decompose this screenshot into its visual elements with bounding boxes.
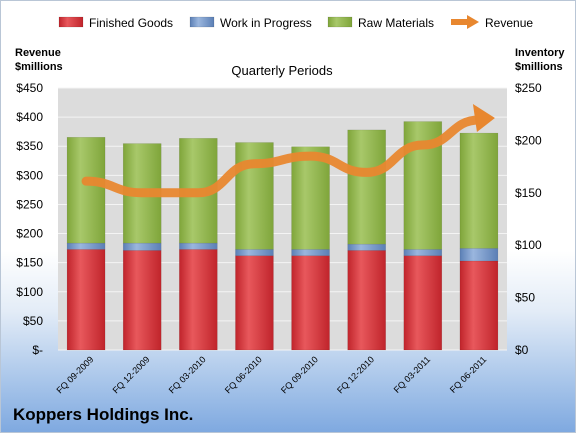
right-axis-title-line1: Inventory [515, 47, 565, 59]
left-tick-label: $100 [16, 285, 43, 299]
company-name: Koppers Holdings Inc. [13, 405, 194, 424]
legend-revenue-arrow [467, 15, 479, 29]
left-tick-label: $200 [16, 227, 43, 241]
x-tick-label: FQ 06-2010 [223, 354, 264, 395]
legend-raw-materials-swatch [327, 16, 353, 28]
left-tick-label: $50 [23, 314, 43, 328]
legend-finished-goods-label: Finished Goods [89, 16, 173, 30]
x-tick-label: FQ 12-2009 [111, 354, 152, 395]
legend-revenue-label: Revenue [485, 16, 533, 30]
bar-work-in-progress [179, 242, 218, 250]
right-tick-label: $250 [515, 81, 542, 95]
left-tick-label: $400 [16, 110, 43, 124]
left-tick-label: $150 [16, 256, 43, 270]
legend-finished-goods-swatch [58, 16, 84, 28]
bar-raw-materials [291, 146, 330, 250]
bar-finished-goods [235, 255, 274, 351]
left-tick-label: $- [32, 343, 43, 357]
x-tick-label: FQ 12-2010 [335, 354, 376, 395]
legend-work-in-progress-label: Work in Progress [220, 16, 312, 30]
x-tick-label: FQ 09-2009 [54, 354, 95, 395]
x-tick-label: FQ 03-2010 [167, 354, 208, 395]
right-tick-label: $200 [515, 133, 542, 147]
left-tick-label: $250 [16, 197, 43, 211]
bar-finished-goods [66, 249, 106, 351]
bar-work-in-progress [291, 249, 330, 256]
left-axis-title-line2: $millions [15, 61, 63, 73]
x-tick-label: FQ 09-2010 [279, 354, 320, 395]
left-axis-title-line1: Revenue [15, 47, 61, 59]
legend-work-in-progress-swatch [189, 16, 215, 28]
bar-finished-goods [291, 255, 330, 351]
bar-finished-goods [122, 250, 162, 351]
bar-finished-goods [347, 250, 386, 351]
bar-work-in-progress [459, 248, 499, 262]
x-tick-label: FQ 06-2011 [448, 354, 489, 395]
bar-raw-materials [347, 129, 386, 245]
bar-finished-goods [179, 249, 218, 351]
bar-finished-goods [459, 260, 499, 351]
revenue-line [81, 115, 484, 198]
legend-raw-materials-label: Raw Materials [358, 16, 434, 30]
bar-work-in-progress [235, 249, 274, 256]
bar-work-in-progress [347, 243, 386, 251]
bar-raw-materials [66, 137, 106, 244]
bar-work-in-progress [66, 242, 106, 250]
left-tick-label: $350 [16, 139, 43, 153]
left-tick-label: $300 [16, 168, 43, 182]
right-tick-label: $100 [515, 238, 542, 252]
revenue-arrowhead [472, 104, 495, 133]
x-tick-label: FQ 03-2011 [392, 354, 433, 395]
right-tick-label: $150 [515, 186, 542, 200]
bar-finished-goods [403, 255, 443, 351]
right-tick-label: $0 [515, 343, 529, 357]
bar-raw-materials [459, 132, 499, 249]
bar-work-in-progress [122, 242, 162, 251]
right-axis-title-line2: $millions [515, 61, 563, 73]
left-tick-label: $450 [16, 81, 43, 95]
chart-title: Quarterly Periods [231, 63, 333, 78]
right-tick-label: $50 [515, 291, 535, 305]
bar-work-in-progress [403, 249, 443, 256]
